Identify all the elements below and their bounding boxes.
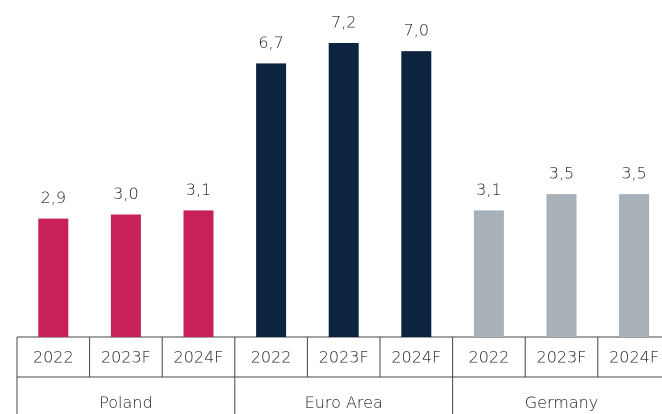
bar — [546, 194, 577, 337]
group-label: Poland — [99, 393, 152, 412]
x-tick-label: 2023F — [319, 348, 369, 367]
group-label: Euro Area — [305, 393, 383, 412]
value-label: 2,9 — [41, 188, 66, 207]
value-label: 6,7 — [258, 33, 283, 52]
x-tick-label: 2024F — [174, 348, 224, 367]
x-tick-label: 2023F — [101, 348, 151, 367]
value-label: 3,5 — [549, 164, 574, 183]
bar — [473, 210, 504, 337]
x-tick-label: 2023F — [537, 348, 587, 367]
bar — [328, 43, 359, 337]
bar — [183, 210, 214, 337]
group-label: Germany — [525, 393, 599, 412]
bar — [38, 218, 69, 337]
x-tick-label: 2022 — [33, 348, 74, 367]
x-tick-label: 2024F — [609, 348, 659, 367]
value-label: 3,5 — [621, 164, 646, 183]
bar — [619, 194, 650, 337]
bar — [256, 63, 287, 338]
x-tick-label: 2024F — [391, 348, 441, 367]
value-label: 3,1 — [186, 180, 211, 199]
value-label: 7,2 — [331, 13, 356, 32]
value-label: 3,0 — [113, 184, 138, 203]
x-tick-label: 2022 — [251, 348, 292, 367]
bar — [401, 51, 432, 338]
x-tick-label: 2022 — [469, 348, 510, 367]
value-label: 3,1 — [476, 180, 501, 199]
bar — [110, 214, 141, 337]
value-label: 7,0 — [404, 21, 429, 40]
